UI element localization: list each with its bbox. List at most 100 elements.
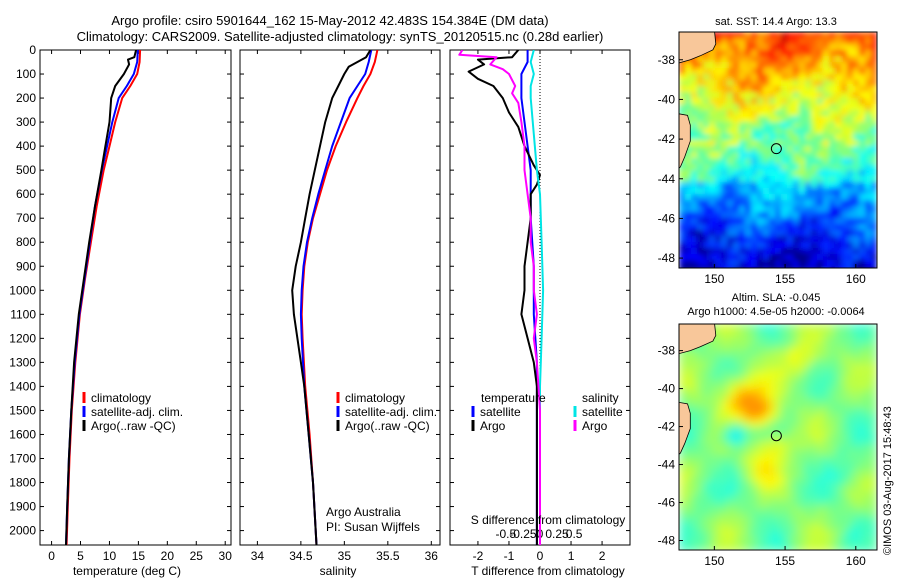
- sst-cell: [865, 50, 871, 56]
- sla-cell: [763, 480, 769, 486]
- sst-cell: [769, 182, 775, 188]
- sst-cell: [799, 98, 805, 104]
- sst-cell: [841, 50, 847, 56]
- sla-cell: [703, 462, 709, 468]
- sst-cell: [853, 152, 859, 158]
- sst-cell: [793, 176, 799, 182]
- sst-cell: [757, 50, 763, 56]
- sst-cell: [757, 92, 763, 98]
- sla-cell: [859, 432, 865, 438]
- map-y-tick-label: -48: [658, 534, 676, 548]
- sst-cell: [847, 98, 853, 104]
- sst-cell: [757, 38, 763, 44]
- sla-cell: [709, 420, 715, 426]
- sla-cell: [775, 408, 781, 414]
- sla-cell: [865, 420, 871, 426]
- sla-cell: [721, 450, 727, 456]
- sla-cell: [823, 336, 829, 342]
- sla-cell: [859, 384, 865, 390]
- sla-cell: [823, 528, 829, 534]
- sst-cell: [841, 110, 847, 116]
- sla-cell: [787, 372, 793, 378]
- sst-cell: [823, 206, 829, 212]
- sst-cell: [811, 122, 817, 128]
- sst-cell: [697, 98, 703, 104]
- sst-cell: [763, 146, 769, 152]
- sst-cell: [769, 110, 775, 116]
- sla-cell: [679, 360, 685, 366]
- sst-cell: [703, 134, 709, 140]
- sst-cell: [871, 218, 877, 224]
- sst-cell: [787, 140, 793, 146]
- sst-cell: [847, 266, 853, 268]
- sla-cell: [835, 420, 841, 426]
- sla-cell: [793, 360, 799, 366]
- sla-cell: [829, 534, 835, 540]
- sla-cell: [757, 414, 763, 420]
- legend-label-t-argo: Argo: [480, 419, 506, 433]
- sst-cell: [787, 266, 793, 268]
- sst-cell: [709, 140, 715, 146]
- sst-cell: [853, 248, 859, 254]
- sla-cell: [829, 378, 835, 384]
- sla-cell: [847, 534, 853, 540]
- sla-cell: [715, 450, 721, 456]
- sla-cell: [793, 432, 799, 438]
- sst-cell: [709, 248, 715, 254]
- sst-cell: [721, 68, 727, 74]
- sst-cell: [739, 44, 745, 50]
- sla-cell: [703, 516, 709, 522]
- sla-cell: [679, 528, 685, 534]
- sst-cell: [823, 134, 829, 140]
- sst-cell: [823, 98, 829, 104]
- map-x-tick-label: 160: [846, 272, 866, 286]
- sla-cell: [865, 504, 871, 510]
- sst-cell: [859, 140, 865, 146]
- sla-cell: [841, 342, 847, 348]
- sla-cell: [859, 504, 865, 510]
- sla-cell: [697, 498, 703, 504]
- sla-cell: [787, 546, 793, 550]
- sla-cell: [823, 456, 829, 462]
- sla-cell: [715, 348, 721, 354]
- sst-cell: [763, 68, 769, 74]
- sla-cell: [757, 528, 763, 534]
- sla-cell: [727, 522, 733, 528]
- sst-cell: [817, 224, 823, 230]
- sla-cell: [817, 342, 823, 348]
- sst-cell: [739, 146, 745, 152]
- sst-cell: [733, 86, 739, 92]
- sla-cell: [679, 522, 685, 528]
- sst-cell: [775, 92, 781, 98]
- sst-cell: [691, 206, 697, 212]
- sst-cell: [841, 212, 847, 218]
- sst-cell: [757, 212, 763, 218]
- sla-cell: [757, 384, 763, 390]
- sst-cell: [733, 266, 739, 268]
- sla-cell: [793, 420, 799, 426]
- sla-cell: [763, 498, 769, 504]
- sst-cell: [703, 74, 709, 80]
- sst-cell: [859, 62, 865, 68]
- sst-cell: [847, 134, 853, 140]
- sst-cell: [721, 44, 727, 50]
- sst-cell: [865, 158, 871, 164]
- sst-cell: [745, 44, 751, 50]
- sla-cell: [805, 372, 811, 378]
- sla-cell: [817, 546, 823, 550]
- sst-cell: [775, 152, 781, 158]
- sst-cell: [817, 74, 823, 80]
- sla-cell: [799, 402, 805, 408]
- series-s-argo: [458, 50, 541, 545]
- legend-label-s-argo: Argo: [582, 419, 608, 433]
- sst-cell: [871, 248, 877, 254]
- sla-cell: [757, 342, 763, 348]
- sst-cell: [727, 128, 733, 134]
- sst-cell: [751, 74, 757, 80]
- sla-cell: [727, 480, 733, 486]
- sla-cell: [763, 378, 769, 384]
- sla-cell: [781, 336, 787, 342]
- sst-cell: [703, 206, 709, 212]
- sst-cell: [859, 218, 865, 224]
- sst-cell: [865, 68, 871, 74]
